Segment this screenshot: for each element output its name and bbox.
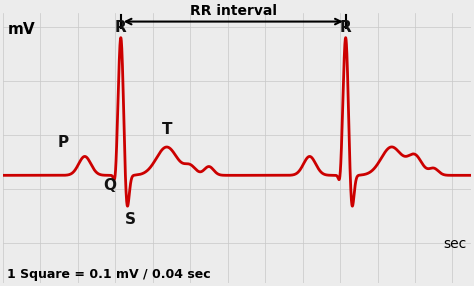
Text: P: P (58, 135, 69, 150)
Text: R: R (340, 20, 352, 35)
Text: sec: sec (443, 237, 466, 251)
Text: S: S (125, 212, 136, 227)
Text: T: T (162, 122, 172, 136)
Text: 1 Square = 0.1 mV / 0.04 sec: 1 Square = 0.1 mV / 0.04 sec (8, 267, 211, 281)
Text: mV: mV (8, 21, 35, 37)
Text: R: R (115, 20, 127, 35)
Text: RR interval: RR interval (190, 3, 277, 17)
Text: Q: Q (103, 178, 116, 193)
